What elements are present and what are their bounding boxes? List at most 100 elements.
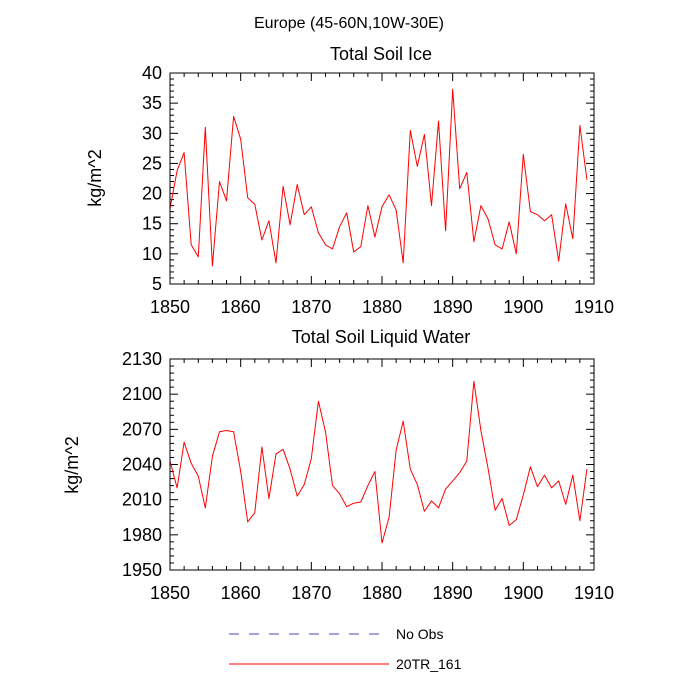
data-point	[204, 506, 207, 509]
y-tick-label: 2130	[122, 349, 162, 369]
x-tick-label: 1860	[221, 297, 261, 317]
data-point	[183, 441, 186, 444]
data-point	[515, 518, 518, 521]
chart-title: Total Soil Ice	[330, 44, 432, 64]
data-point	[225, 199, 228, 202]
chart-title: Total Soil Liquid Water	[292, 327, 470, 347]
data-point	[338, 225, 341, 228]
x-tick-label: 1900	[503, 297, 543, 317]
data-point	[430, 499, 433, 502]
data-point	[465, 171, 468, 174]
data-point	[275, 452, 278, 455]
data-point	[331, 484, 334, 487]
x-tick-label: 1880	[362, 583, 402, 603]
data-point	[239, 470, 242, 473]
data-point	[444, 229, 447, 232]
data-point	[359, 245, 362, 248]
data-point	[324, 243, 327, 246]
y-axis-label: kg/m^2	[85, 149, 105, 206]
data-point	[289, 223, 292, 226]
data-point	[543, 219, 546, 222]
data-point	[472, 380, 475, 383]
data-point	[373, 470, 376, 473]
marks: 1850 1860 1870 1880 1890 1900 1910 5 10 15 20 25 30 3…	[142, 63, 614, 317]
data-point	[190, 243, 193, 246]
data-point	[508, 220, 511, 223]
data-point	[479, 429, 482, 432]
data-point	[536, 485, 539, 488]
data-point	[479, 204, 482, 207]
data-point	[472, 240, 475, 243]
marks: 1850 1860 1870 1880 1890 1900 1910 1950 1980 2010…	[122, 349, 614, 603]
y-tick-label: 40	[142, 63, 162, 83]
data-point	[296, 183, 299, 186]
data-point	[176, 486, 179, 489]
x-tick-label: 1910	[574, 583, 614, 603]
data-point	[571, 237, 574, 240]
x-tick-label: 1850	[150, 297, 190, 317]
data-point	[550, 213, 553, 216]
data-point	[571, 474, 574, 477]
data-point	[260, 445, 263, 448]
data-point	[190, 462, 193, 465]
y-tick-label: 30	[142, 123, 162, 143]
y-tick-label: 35	[142, 93, 162, 113]
data-point	[331, 248, 334, 251]
data-point	[345, 211, 348, 214]
data-point	[423, 510, 426, 513]
data-point	[218, 430, 221, 433]
data-point	[381, 205, 384, 208]
y-tick-label: 1950	[122, 560, 162, 580]
data-point	[303, 483, 306, 486]
data-point	[458, 471, 461, 474]
data-point	[253, 511, 256, 514]
data-point	[501, 248, 504, 251]
x-tick-label: 1890	[433, 583, 473, 603]
data-point	[437, 120, 440, 123]
data-point	[458, 187, 461, 190]
data-point	[515, 252, 518, 255]
data-point	[310, 205, 313, 208]
x-tick-label: 1910	[574, 297, 614, 317]
data-point	[218, 180, 221, 183]
data-point	[246, 520, 249, 523]
data-point	[282, 185, 285, 188]
y-tick-label: 1980	[122, 525, 162, 545]
data-point	[529, 465, 532, 468]
data-point	[366, 204, 369, 207]
data-point	[465, 459, 468, 462]
data-point	[197, 475, 200, 478]
data-point	[557, 479, 560, 482]
data-point	[253, 203, 256, 206]
y-tick-label: 15	[142, 214, 162, 234]
data-point	[267, 219, 270, 222]
data-point	[303, 213, 306, 216]
data-point	[232, 430, 235, 433]
data-point	[345, 505, 348, 508]
data-point	[494, 243, 497, 246]
data-point	[338, 492, 341, 495]
data-point	[501, 497, 504, 500]
data-point	[388, 516, 391, 519]
y-axis-label: kg/m^2	[62, 436, 82, 493]
data-point	[267, 497, 270, 500]
legend-label-no-obs: No Obs	[396, 626, 443, 642]
y-tick-label: 20	[142, 184, 162, 204]
x-tick-label: 1890	[433, 297, 473, 317]
data-point	[211, 455, 214, 458]
data-point	[359, 501, 362, 504]
data-point	[225, 429, 228, 432]
x-tick-label: 1900	[503, 583, 543, 603]
series-line-20tr-161	[169, 88, 588, 267]
data-point	[204, 126, 207, 129]
series-line-20tr-161	[169, 380, 588, 544]
data-point	[543, 474, 546, 477]
y-tick-label: 5	[152, 274, 162, 294]
data-point	[487, 217, 490, 220]
data-point	[578, 519, 581, 522]
data-point	[260, 238, 263, 241]
x-tick-label: 1860	[221, 583, 261, 603]
data-point	[239, 138, 242, 141]
data-point	[246, 196, 249, 199]
